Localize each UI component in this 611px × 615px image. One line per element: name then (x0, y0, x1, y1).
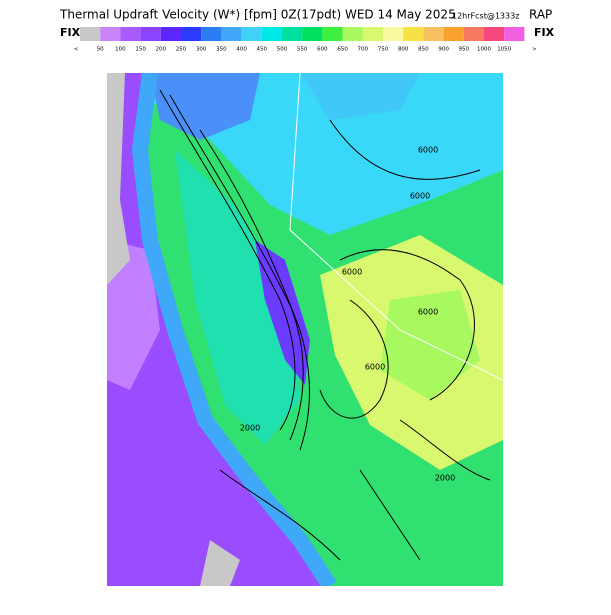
colorbar-label: 500 (277, 47, 288, 53)
color-swatch (80, 27, 101, 41)
color-swatch (241, 27, 262, 41)
colorbar-label: 1050 (497, 47, 511, 53)
map (107, 73, 503, 586)
color-swatch (403, 27, 424, 41)
contour-label: 6000 (418, 146, 438, 155)
contour-label: 6000 (418, 308, 438, 317)
color-swatch (423, 27, 444, 41)
contour-label: 6000 (342, 268, 362, 277)
color-swatch (302, 27, 323, 41)
colorbar-label: 900 (438, 47, 449, 53)
contour-label: 6000 (410, 192, 430, 201)
colorbar-label: 800 (398, 47, 409, 53)
colorbar-label: 50 (97, 47, 104, 53)
color-swatch (120, 27, 141, 41)
color-swatch (362, 27, 383, 41)
colorbar-label: 450 (257, 47, 268, 53)
color-swatch (100, 27, 121, 41)
color-swatch (443, 27, 464, 41)
color-swatch (282, 27, 303, 41)
fix-left: FIX (60, 26, 81, 39)
colorbar: <50 100 150 200 250 300 350 400 450 500 550 600 650 7… (74, 27, 537, 53)
colorbar-label: 300 (196, 47, 207, 53)
colorbar-label: 550 (297, 47, 308, 53)
colorbar-label: 750 (378, 47, 389, 53)
contour-label: 2000 (240, 424, 260, 433)
model: RAP (529, 8, 552, 22)
colorbar-label: 350 (216, 47, 227, 53)
title: Thermal Updraft Velocity (W*) [fpm] 0Z(1… (59, 8, 456, 22)
colorbar-label: > (532, 47, 537, 53)
fix-right: FIX (534, 26, 555, 39)
color-swatch (322, 27, 343, 41)
colorbar-label: 950 (459, 47, 470, 53)
color-swatch (383, 27, 404, 41)
color-swatch (160, 27, 181, 41)
colorbar-label: 400 (236, 47, 247, 53)
colorbar-label: 150 (135, 47, 146, 53)
color-swatch (261, 27, 282, 41)
contour-label: 2000 (435, 474, 455, 483)
colorbar-label: 850 (418, 47, 429, 53)
contour-labels: 6000 6000 6000 6000 6000 2000 2000 (240, 146, 455, 483)
colorbar-label: 200 (156, 47, 167, 53)
color-swatch (463, 27, 484, 41)
colorbar-label: 650 (337, 47, 348, 53)
colorbar-label: 100 (115, 47, 126, 53)
colorbar-label: 250 (176, 47, 187, 53)
contour-label: 6000 (365, 363, 385, 372)
color-swatch (181, 27, 202, 41)
color-swatch (201, 27, 222, 41)
colorbar-label: 1000 (477, 47, 491, 53)
color-swatch (221, 27, 242, 41)
color-swatch (342, 27, 363, 41)
color-swatch (484, 27, 505, 41)
colorbar-label: 600 (317, 47, 328, 53)
colorbar-label: < (74, 47, 79, 53)
colorbar-label: 700 (358, 47, 369, 53)
color-swatch (504, 27, 525, 41)
color-swatch (140, 27, 161, 41)
forecast: 12hrFcst@1333z (452, 12, 519, 21)
